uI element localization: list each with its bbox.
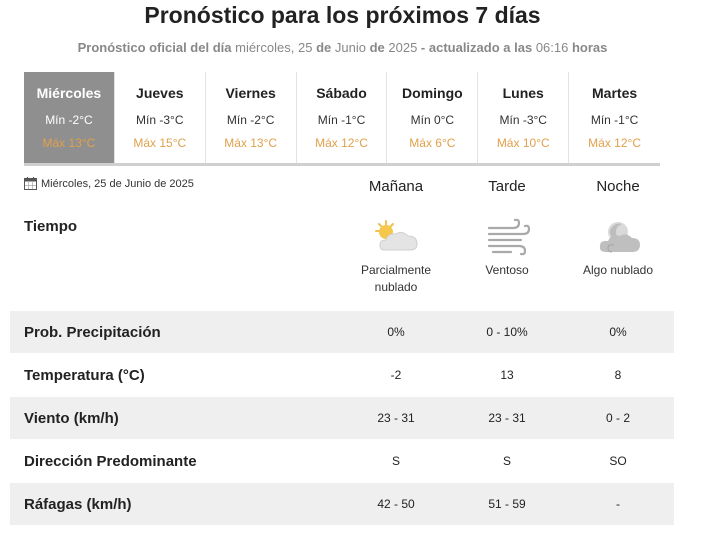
day-name: Jueves: [136, 85, 184, 101]
tab-day-1[interactable]: Jueves Mín -3°C Máx 15°C: [114, 72, 206, 163]
row-value-afternoon: S: [502, 454, 511, 468]
column-header-afternoon: Tarde: [488, 178, 526, 195]
tab-day-2[interactable]: Viernes Mín -2°C Máx 13°C: [205, 72, 297, 163]
subtitle-time: 06:16: [535, 40, 569, 55]
row-value-night: 0%: [609, 325, 627, 339]
subtitle-weekday: miércoles,: [235, 40, 295, 55]
day-min-temp: Mín 0°C: [410, 113, 455, 127]
day-name: Miércoles: [36, 85, 102, 101]
row-value-night: 8: [614, 368, 622, 382]
row-value-morning: -2: [390, 368, 402, 382]
wind-icon: [487, 218, 531, 256]
day-name: Lunes: [502, 85, 544, 101]
row-label: Temperatura (°C): [24, 366, 145, 384]
day-min-temp: Mín -2°C: [45, 113, 93, 127]
day-min-temp: Mín -3°C: [136, 113, 184, 127]
row-value-afternoon: 0 - 10%: [486, 325, 528, 339]
table-row-gusts: Ráfagas (km/h) 42 - 50 51 - 59 -: [10, 483, 674, 525]
subtitle-month: Junio: [334, 40, 366, 55]
tab-day-4[interactable]: Domingo Mín 0°C Máx 6°C: [387, 72, 479, 163]
subtitle-prefix: Pronóstico oficial del día: [77, 40, 232, 55]
row-value-morning: 42 - 50: [377, 497, 415, 511]
subtitle-year: 2025: [388, 40, 418, 55]
subtitle-day: 25: [297, 40, 313, 55]
row-value-morning: 0%: [387, 325, 405, 339]
calendar-icon: [24, 177, 37, 190]
row-label: Viento (km/h): [24, 409, 119, 427]
row-value-morning: S: [391, 454, 400, 468]
row-value-morning: 23 - 31: [377, 411, 415, 425]
weather-desc-line: nublado: [374, 280, 418, 294]
day-max-temp: Máx 13°C: [42, 136, 96, 150]
weather-desc-line: Ventoso: [485, 263, 529, 277]
column-header-night: Noche: [596, 178, 640, 195]
day-tabs: Miércoles Mín -2°C Máx 13°C Jueves Mín -…: [24, 72, 661, 166]
weather-desc-line: Parcialmente: [360, 263, 432, 277]
subtitle-de: de: [369, 40, 385, 55]
row-value-night: -: [616, 497, 620, 511]
page-title: Pronóstico para los próximos 7 días: [144, 2, 541, 28]
day-name: Sábado: [316, 85, 367, 101]
partly-cloudy-icon: [375, 220, 418, 251]
table-row-precipitation: Prob. Precipitación 0% 0 - 10% 0%: [10, 311, 674, 353]
selected-date-text: Miércoles, 25 de Junio de 2025: [41, 177, 194, 190]
subtitle-hours: horas: [571, 40, 608, 55]
night-cloudy-icon: [599, 222, 640, 253]
table-row-temperature: Temperatura (°C) -2 13 8: [10, 354, 674, 396]
day-name: Martes: [592, 85, 638, 101]
day-min-temp: Mín -3°C: [499, 113, 547, 127]
day-max-temp: Máx 12°C: [588, 136, 641, 150]
table-row-wind: Viento (km/h) 23 - 31 23 - 31 0 - 2: [10, 397, 674, 439]
day-min-temp: Mín -1°C: [590, 113, 639, 127]
row-label: Dirección Predominante: [24, 452, 197, 470]
day-max-temp: Máx 13°C: [224, 136, 278, 150]
row-value-afternoon: 23 - 31: [488, 411, 526, 425]
day-max-temp: Máx 12°C: [315, 136, 368, 150]
weather-desc-afternoon: Ventoso: [452, 262, 562, 279]
day-name: Domingo: [402, 85, 463, 101]
forecast-subtitle: Pronóstico oficial del día miércoles, 25…: [0, 40, 685, 55]
day-max-temp: Máx 15°C: [133, 136, 187, 150]
day-max-temp: Máx 6°C: [409, 136, 456, 150]
subtitle-de: de: [316, 40, 332, 55]
day-min-temp: Mín -1°C: [317, 113, 366, 127]
day-max-temp: Máx 10°C: [496, 136, 550, 150]
row-label: Prob. Precipitación: [24, 323, 161, 341]
tab-day-0[interactable]: Miércoles Mín -2°C Máx 13°C: [24, 72, 115, 163]
weather-label: Tiempo: [24, 218, 78, 235]
tab-day-5[interactable]: Lunes Mín -3°C Máx 10°C: [478, 72, 570, 163]
weather-desc-night: Algo nublado: [563, 262, 673, 279]
selected-date: Miércoles, 25 de Junio de 2025: [24, 177, 194, 190]
row-value-afternoon: 13: [500, 368, 514, 382]
weather-desc-line: Algo nublado: [582, 263, 654, 277]
row-value-night: SO: [609, 454, 627, 468]
weather-desc-morning: Parcialmente nublado: [341, 262, 451, 296]
row-label: Ráfagas (km/h): [24, 495, 132, 513]
day-name: Viernes: [225, 85, 276, 101]
row-value-afternoon: 51 - 59: [488, 497, 526, 511]
tab-day-3[interactable]: Sábado Mín -1°C Máx 12°C: [296, 72, 388, 163]
tab-day-6[interactable]: Martes Mín -1°C Máx 12°C: [569, 72, 661, 163]
row-value-night: 0 - 2: [605, 411, 630, 425]
column-header-morning: Mañana: [368, 178, 424, 195]
day-min-temp: Mín -2°C: [226, 113, 275, 127]
subtitle-updated: - actualizado a las: [420, 40, 533, 55]
table-row-direction: Dirección Predominante S S SO: [10, 440, 674, 482]
